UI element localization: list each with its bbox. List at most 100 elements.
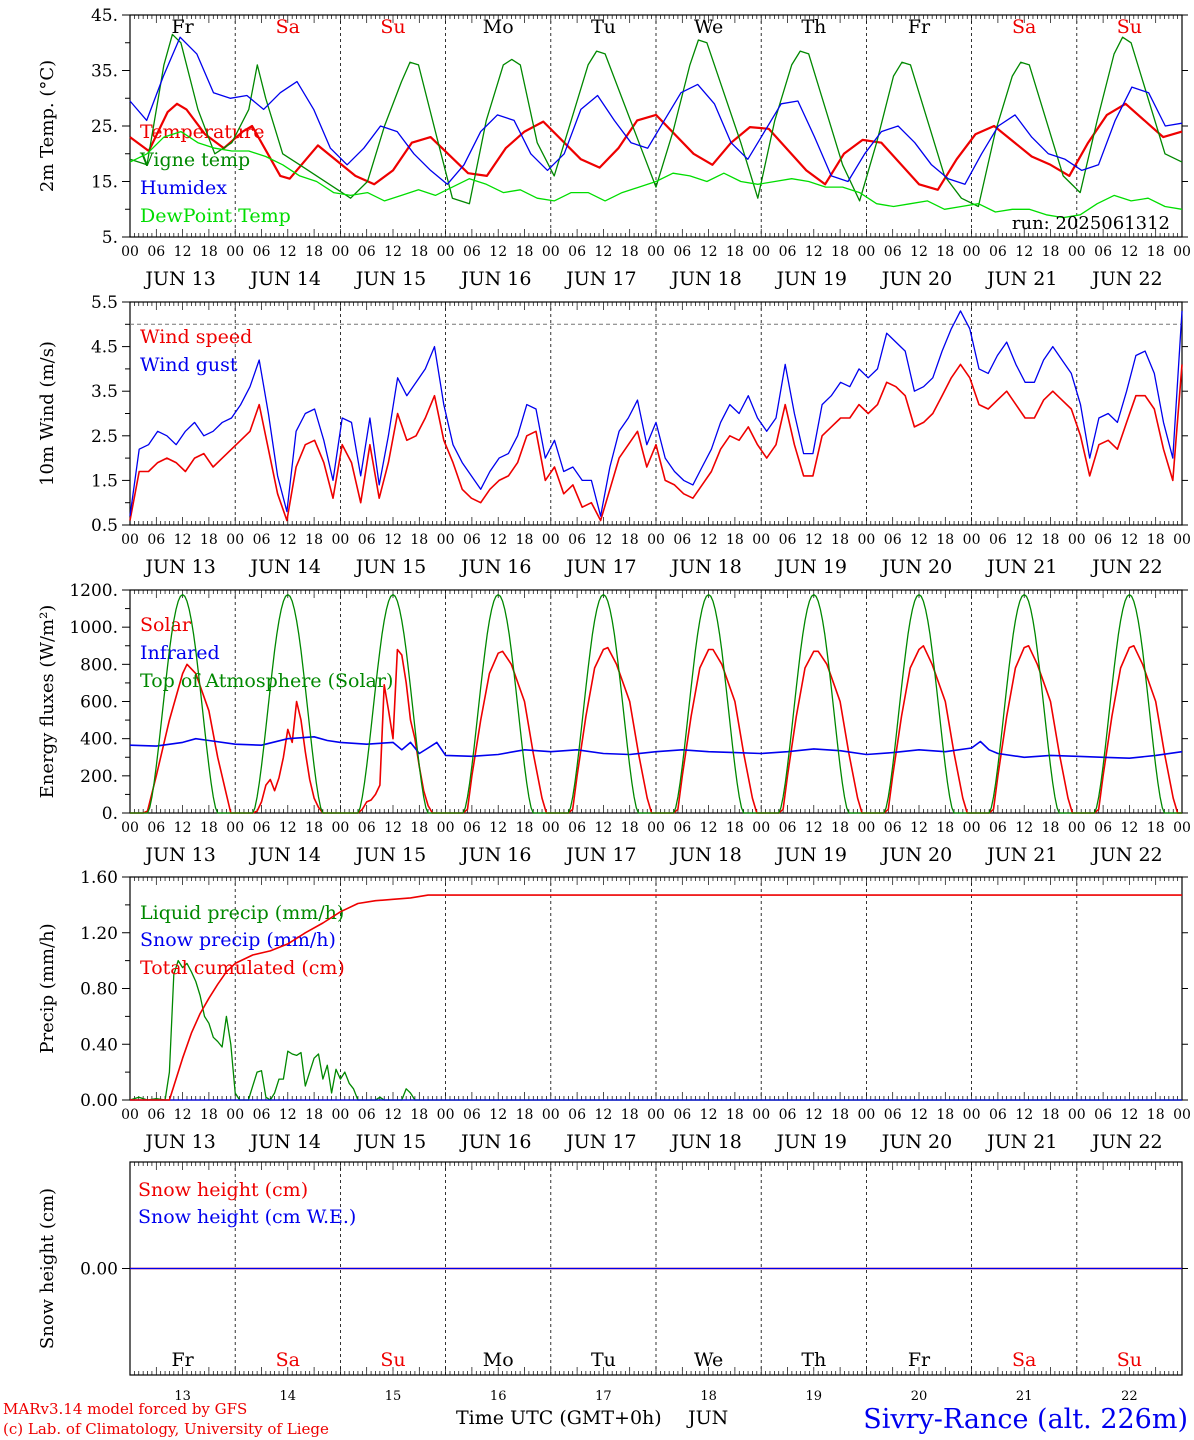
hour-label: 18 (410, 1107, 428, 1123)
legend-entry: Total cumulated (cm) (140, 957, 345, 979)
date-label: JUN 19 (775, 268, 847, 290)
day-number-label: 17 (595, 1389, 612, 1404)
y-tick-label: 800. (80, 655, 118, 675)
legend-entry: Solar (140, 614, 192, 636)
hour-label: 18 (726, 532, 744, 548)
hour-label: 12 (700, 244, 718, 260)
hour-label: 06 (253, 820, 271, 836)
hour-label: 00 (542, 244, 560, 260)
hour-label: 18 (621, 532, 639, 548)
y-tick-label: 25. (91, 117, 118, 137)
date-label: JUN 13 (143, 1131, 215, 1153)
y-tick-label: 45. (91, 6, 118, 26)
hour-label: 12 (279, 820, 297, 836)
hour-label: 18 (1147, 244, 1165, 260)
hour-label: 18 (305, 532, 323, 548)
hour-label: 12 (700, 1107, 718, 1123)
y-tick-label: 2.5 (91, 427, 118, 447)
y-tick-label: 5. (102, 228, 118, 248)
hour-label: 00 (752, 820, 770, 836)
hour-label: 00 (857, 1107, 875, 1123)
hour-label: 18 (831, 820, 849, 836)
date-label: JUN 14 (249, 268, 321, 290)
day-number-label: 22 (1121, 1389, 1138, 1404)
weekday-label-bottom: Sa (276, 1349, 300, 1371)
date-label: JUN 20 (880, 556, 952, 578)
weekday-label-bottom: Th (801, 1349, 826, 1371)
hour-label: 12 (700, 820, 718, 836)
legend-entry: Humidex (140, 177, 227, 199)
hour-label: 18 (516, 532, 534, 548)
hour-label: 06 (568, 244, 586, 260)
hour-label: 00 (647, 1107, 665, 1123)
hour-label: 06 (1094, 820, 1112, 836)
legend-entry: Top of Atmosphere (Solar) (140, 670, 393, 692)
station-label: Sivry-Rance (alt. 226m) (863, 1404, 1188, 1435)
hour-label: 12 (910, 1107, 928, 1123)
date-label: JUN 15 (354, 844, 426, 866)
legend-entry: Liquid precip (mm/h) (140, 902, 344, 924)
y-axis-title: Snow height (cm) (37, 1188, 58, 1349)
hour-label: 18 (1042, 244, 1060, 260)
weekday-label-top: Th (801, 16, 826, 38)
hour-label: 18 (1042, 820, 1060, 836)
hour-label: 00 (647, 532, 665, 548)
y-tick-label: 3.5 (91, 382, 118, 402)
hour-label: 06 (1094, 244, 1112, 260)
y-tick-label: 0.00 (80, 1091, 118, 1111)
hour-label: 00 (647, 820, 665, 836)
hour-label: 00 (121, 244, 139, 260)
hour-label: 18 (726, 820, 744, 836)
hour-label: 12 (1120, 820, 1138, 836)
legend-entry: Infrared (140, 642, 220, 664)
hour-label: 18 (516, 820, 534, 836)
weekday-label-top: Su (380, 16, 405, 38)
hour-label: 00 (437, 532, 455, 548)
hour-label: 00 (542, 1107, 560, 1123)
hour-label: 00 (1173, 820, 1191, 836)
hour-label: 12 (489, 820, 507, 836)
hour-label: 06 (779, 1107, 797, 1123)
legend-entry: DewPoint Temp (140, 205, 291, 227)
series-line-green (130, 593, 1182, 814)
legend-entry: Snow height (cm W.E.) (138, 1206, 356, 1228)
hour-label: 18 (1147, 532, 1165, 548)
hour-label: 18 (621, 1107, 639, 1123)
hour-label: 12 (279, 244, 297, 260)
hour-label: 00 (542, 820, 560, 836)
hour-label: 12 (594, 532, 612, 548)
date-label: JUN 16 (459, 268, 531, 290)
date-label: JUN 22 (1090, 1131, 1162, 1153)
hour-label: 00 (1173, 532, 1191, 548)
hour-label: 00 (857, 532, 875, 548)
hour-label: 18 (516, 244, 534, 260)
y-axis-title: 2m Temp. (°C) (37, 60, 58, 192)
hour-label: 06 (358, 1107, 376, 1123)
hour-label: 18 (200, 820, 218, 836)
y-tick-label: 0.5 (91, 516, 118, 536)
date-label: JUN 20 (880, 268, 952, 290)
weekday-label-bottom: Mo (483, 1349, 514, 1371)
day-number-label: 18 (700, 1389, 717, 1404)
y-tick-label: 1.60 (80, 868, 118, 888)
legend-entry: Temperature (140, 121, 264, 143)
hour-label: 06 (884, 820, 902, 836)
hour-label: 18 (936, 820, 954, 836)
hour-label: 00 (226, 244, 244, 260)
weekday-label-bottom: Fr (171, 1349, 194, 1371)
hour-label: 00 (857, 244, 875, 260)
day-number-label: 14 (280, 1389, 297, 1404)
date-label: JUN 17 (564, 268, 636, 290)
y-tick-label: 200. (80, 767, 118, 787)
hour-label: 12 (1120, 532, 1138, 548)
y-tick-label: 400. (80, 730, 118, 750)
legend-entry: Vigne temp (139, 149, 250, 171)
hour-label: 00 (226, 1107, 244, 1123)
hour-label: 12 (384, 532, 402, 548)
y-tick-label: 0. (102, 804, 118, 824)
y-tick-label: 1.20 (80, 924, 118, 944)
hour-label: 00 (331, 1107, 349, 1123)
hour-label: 18 (516, 1107, 534, 1123)
hour-label: 06 (989, 1107, 1007, 1123)
weekday-label-top: Fr (908, 16, 931, 38)
